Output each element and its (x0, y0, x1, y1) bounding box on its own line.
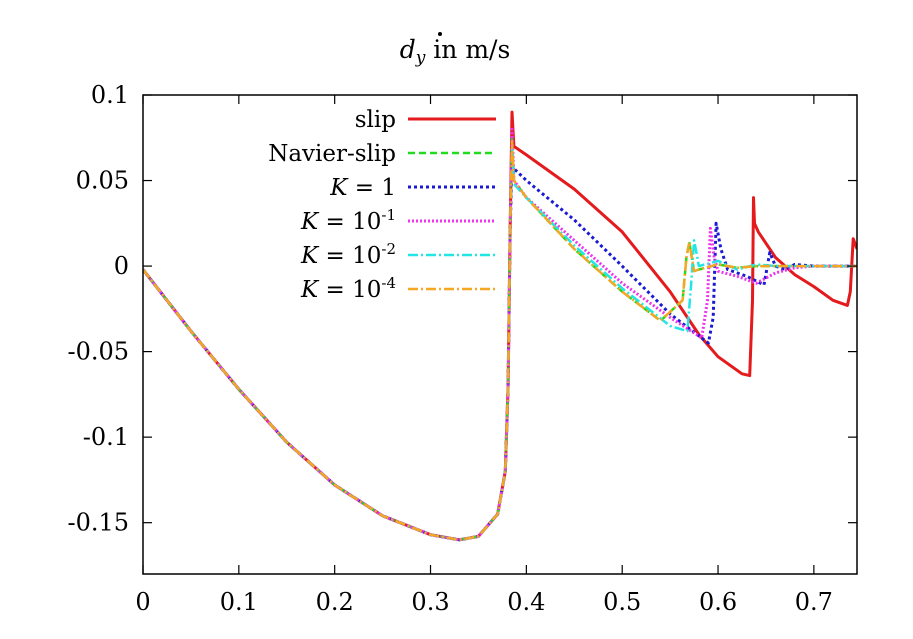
legend-label-0: slip (355, 107, 396, 133)
series-lines (143, 110, 857, 542)
series-line-2 (143, 161, 857, 542)
legend-label-3: K = 10-1 (300, 206, 396, 235)
series-line-3 (143, 127, 857, 542)
legend-label-2: K = 1 (329, 175, 396, 201)
legend-label-4: K = 10-2 (300, 240, 396, 269)
axis-ticks: 0 0.1 0.2 0.3 0.4 0.5 0.6 0.7 0.1 0.05 0 -0.05 -0.1 -… (67, 81, 857, 616)
legend-label-5: K = 10-4 (300, 274, 396, 303)
legend-label-1: Navier-slip (268, 141, 396, 167)
chart-title-text: dy in m/s (400, 35, 511, 68)
y-tick-label: -0.1 (83, 423, 129, 451)
y-tick-label: 0.1 (91, 81, 129, 109)
x-tick-label: 0.7 (795, 588, 833, 616)
x-tick-label: 0.4 (507, 588, 545, 616)
chart-title: dy in m/s (400, 32, 511, 68)
x-tick-label: 0.3 (411, 588, 449, 616)
x-tick-label: 0.1 (220, 588, 258, 616)
x-tick-label: 0 (135, 588, 150, 616)
series-line-5 (143, 139, 857, 542)
x-tick-label: 0.5 (603, 588, 641, 616)
y-tick-label: 0 (114, 252, 129, 280)
x-tick-label: 0.2 (316, 588, 354, 616)
y-tick-label: -0.05 (67, 338, 129, 366)
title-dot-accent (438, 32, 442, 36)
y-tick-label: -0.15 (67, 509, 129, 537)
x-tick-label: 0.6 (699, 588, 737, 616)
series-line-0 (143, 110, 857, 542)
y-tick-label: 0.05 (76, 167, 129, 195)
legend: slip Navier-slip K = 1 K = 10-1 K = 10-2 K = … (268, 107, 496, 303)
plot-frame (142, 94, 858, 575)
